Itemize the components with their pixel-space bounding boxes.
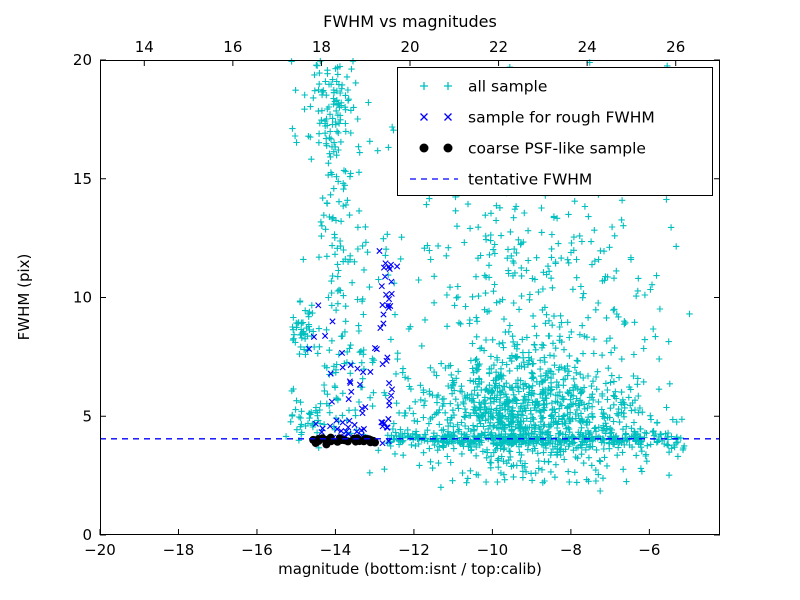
- y-axis-label: FWHM (pix): [15, 253, 33, 341]
- svg-text:−14: −14: [320, 541, 352, 559]
- y-axis-ticks: 0 5 10 15 20: [73, 51, 720, 544]
- svg-text:5: 5: [82, 407, 92, 425]
- series-coarse-psf-like-sample: [309, 433, 379, 449]
- legend-entry: sample for rough FWHM: [420, 109, 655, 127]
- legend-label: tentative FWHM: [468, 171, 592, 189]
- svg-text:20: 20: [400, 38, 419, 56]
- series-all-sample: [282, 57, 708, 495]
- svg-text:26: 26: [666, 38, 685, 56]
- chart-title: FWHM vs magnitudes: [323, 12, 497, 31]
- svg-text:10: 10: [73, 289, 92, 307]
- x-axis-ticks: −20 −18 −16 −14 −12 −10 −8 −6: [84, 529, 660, 559]
- svg-text:−16: −16: [241, 541, 273, 559]
- legend: all sample sample for rough FWHM coarse PS…: [397, 67, 713, 196]
- svg-text:16: 16: [223, 38, 242, 56]
- svg-text:24: 24: [578, 38, 597, 56]
- svg-text:−8: −8: [560, 541, 582, 559]
- svg-text:0: 0: [82, 526, 92, 544]
- legend-label: sample for rough FWHM: [468, 109, 655, 127]
- svg-text:−18: −18: [163, 541, 195, 559]
- svg-text:14: 14: [135, 38, 154, 56]
- svg-text:−12: −12: [398, 541, 430, 559]
- top-x-axis-ticks: 14 16 18 20 22 24 26: [135, 38, 685, 66]
- legend-entry: all sample: [420, 78, 547, 96]
- svg-text:−6: −6: [638, 541, 660, 559]
- legend-label: all sample: [468, 78, 547, 96]
- svg-text:15: 15: [73, 170, 92, 188]
- svg-text:−20: −20: [84, 541, 116, 559]
- svg-text:20: 20: [73, 51, 92, 69]
- svg-text:22: 22: [489, 38, 508, 56]
- legend-entry: tentative FWHM: [410, 171, 592, 189]
- x-axis-label: magnitude (bottom:isnt / top:calib): [278, 560, 542, 578]
- svg-text:−10: −10: [477, 541, 509, 559]
- svg-text:18: 18: [312, 38, 331, 56]
- legend-label: coarse PSF-like sample: [468, 140, 646, 158]
- legend-box: [397, 67, 713, 196]
- legend-entry: coarse PSF-like sample: [419, 140, 646, 158]
